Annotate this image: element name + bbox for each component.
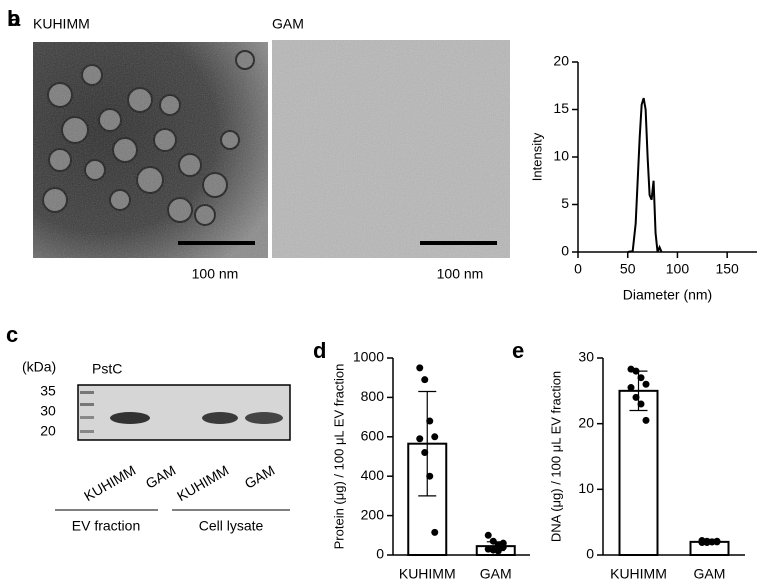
x-tick-label: 100 [666, 261, 690, 277]
data-point [637, 374, 645, 382]
y-tick-label: 5 [561, 195, 569, 211]
ladder-label: 30 [40, 403, 56, 419]
ladder-band [80, 391, 94, 394]
ladder-band [80, 430, 94, 433]
ladder-band [80, 403, 94, 406]
y-tick-label: 0 [376, 546, 384, 562]
y-axis-label: DNA (μg) / 100 μL EV fraction [548, 371, 563, 542]
band [245, 412, 283, 424]
lane-label: KUHIMM [81, 462, 138, 504]
data-point [426, 472, 434, 480]
image-grain [272, 40, 510, 258]
x-tick-label: KUHIMM [399, 566, 456, 582]
line [627, 97, 663, 253]
data-point [489, 537, 497, 545]
image-caption: KUHIMM [33, 16, 90, 32]
y-tick-label: 800 [361, 388, 385, 404]
band [202, 412, 238, 424]
x-tick-label: GAM [480, 566, 512, 582]
unit-label: (kDa) [22, 359, 56, 375]
ladder-label: 20 [40, 423, 56, 439]
y-tick-label: 20 [553, 53, 569, 69]
image-caption: GAM [272, 16, 304, 32]
x-tick-label: KUHIMM [610, 566, 667, 582]
lane-label: GAM [242, 462, 278, 492]
data-point [698, 539, 706, 547]
data-point [431, 528, 439, 536]
y-tick-label: 20 [578, 414, 594, 430]
data-point [637, 400, 645, 408]
y-tick-label: 0 [561, 243, 569, 259]
data-point [632, 367, 640, 375]
y-axis-label: Intensity [529, 132, 544, 181]
data-point [426, 417, 434, 425]
y-tick-label: 1000 [353, 349, 384, 365]
panel-label: d [313, 338, 326, 363]
y-tick-label: 30 [578, 349, 594, 365]
data-point [416, 435, 424, 443]
panel-label: a [8, 6, 21, 31]
x-tick-label: GAM [694, 566, 726, 582]
data-point [499, 539, 507, 547]
antibody-label: PstC [92, 361, 122, 377]
y-tick-label: 10 [578, 480, 594, 496]
band [110, 412, 150, 424]
y-tick-label: 400 [361, 467, 385, 483]
lane-label: GAM [143, 462, 179, 492]
panel-label: b [7, 6, 20, 31]
group-label: EV fraction [72, 518, 140, 534]
blot [77, 384, 291, 441]
scale-label: 100 nm [192, 266, 239, 282]
y-axis-label: Protein (μg) / 100 μL EV fraction [331, 364, 346, 550]
data-point [421, 449, 429, 457]
y-tick-label: 600 [361, 428, 385, 444]
scale-label: 100 nm [437, 266, 484, 282]
data-point [627, 384, 635, 392]
data-point [642, 416, 650, 424]
data-point [713, 537, 721, 545]
ladder-label: 35 [40, 383, 56, 399]
image-grain [33, 42, 268, 258]
y-tick-label: 15 [553, 100, 569, 116]
data-point [494, 547, 502, 555]
ladder-band [80, 416, 94, 419]
lane-label: KUHIMM [174, 462, 231, 504]
panel-label: c [6, 322, 18, 347]
y-tick-label: 10 [553, 148, 569, 164]
y-tick-label: 0 [586, 546, 594, 562]
x-tick-label: 50 [620, 261, 636, 277]
data-point [642, 380, 650, 388]
panel-label: e [512, 338, 524, 363]
data-point [431, 433, 439, 441]
y-tick-label: 200 [361, 506, 385, 522]
group-label: Cell lysate [199, 518, 264, 534]
data-point [416, 364, 424, 372]
bar [618, 389, 659, 557]
data-point [484, 531, 492, 539]
x-tick-label: 150 [715, 261, 739, 277]
data-point [632, 393, 640, 401]
x-tick-label: 0 [574, 261, 582, 277]
x-axis-label: Diameter (nm) [623, 287, 712, 303]
data-point [421, 376, 429, 384]
